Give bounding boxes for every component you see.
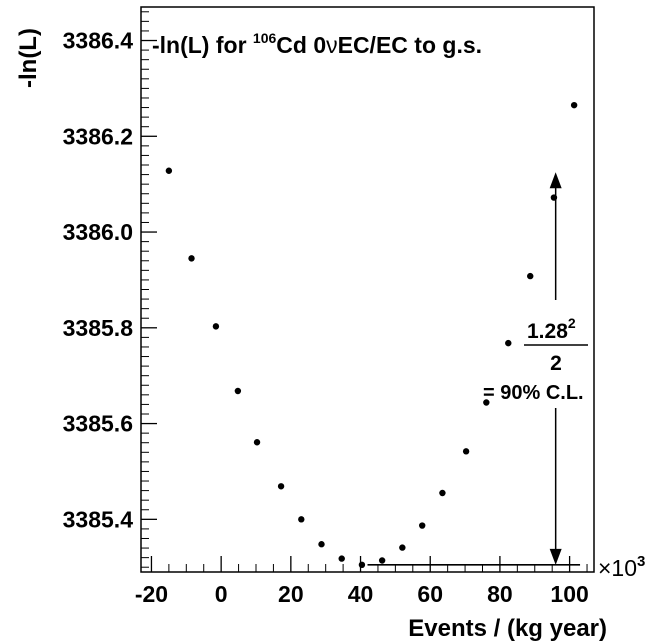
fraction-numerator: 1.282 bbox=[527, 315, 576, 343]
data-point bbox=[570, 101, 578, 109]
data-point bbox=[165, 167, 173, 174]
data-point bbox=[298, 516, 305, 523]
data-points bbox=[165, 101, 578, 569]
y-tick-label: 3385.8 bbox=[63, 315, 134, 341]
cl-label: = 90% C.L. bbox=[483, 382, 584, 404]
plot-frame bbox=[140, 6, 595, 573]
data-point bbox=[483, 399, 490, 406]
data-point bbox=[234, 387, 242, 395]
data-point bbox=[253, 439, 261, 446]
data-point bbox=[505, 339, 512, 347]
data-point bbox=[527, 272, 534, 280]
data-point bbox=[419, 522, 426, 529]
data-point bbox=[358, 561, 366, 569]
arrow-head-up bbox=[549, 172, 562, 189]
x-axis-multiplier: ×103 bbox=[598, 553, 645, 581]
y-axis-label: -ln(L) bbox=[15, 28, 42, 88]
x-tick-label: 60 bbox=[417, 581, 443, 607]
x-tick-label: 40 bbox=[348, 581, 374, 607]
x-tick-label: 20 bbox=[278, 581, 304, 607]
data-point bbox=[212, 323, 220, 330]
x-tick-label: 0 bbox=[215, 581, 228, 607]
x-axis-label: Events / (kg year) bbox=[408, 615, 607, 642]
fraction-denominator: 2 bbox=[550, 352, 562, 375]
data-point bbox=[188, 255, 195, 262]
x-tick-label: 100 bbox=[550, 581, 588, 607]
data-point bbox=[439, 489, 446, 497]
y-tick-label: 3385.4 bbox=[63, 506, 134, 532]
chart-title: -ln(L) for 106Cd 0νEC/EC to g.s. bbox=[152, 30, 482, 58]
data-point bbox=[378, 557, 386, 564]
y-axis-ticks: 3385.4 3385.6 3385.8 3386.0 3386.2 3386.4 bbox=[63, 11, 157, 568]
cl-annotation: 1.282 2 = 90% C.L. bbox=[367, 172, 588, 566]
y-tick-label: 3386.4 bbox=[63, 28, 134, 54]
x-tick-label: -20 bbox=[135, 581, 168, 607]
arrow-head-down bbox=[549, 548, 562, 565]
data-point bbox=[399, 544, 406, 551]
x-tick-label: 80 bbox=[487, 581, 513, 607]
y-tick-label: 3385.6 bbox=[63, 411, 133, 437]
data-point bbox=[338, 555, 345, 562]
x-axis-ticks: -20 0 20 40 60 80 100 bbox=[135, 556, 589, 607]
data-point bbox=[277, 483, 285, 490]
y-tick-label: 3386.2 bbox=[63, 123, 133, 149]
data-point bbox=[318, 541, 325, 548]
y-tick-label: 3386.0 bbox=[63, 219, 133, 245]
data-point bbox=[462, 448, 470, 455]
